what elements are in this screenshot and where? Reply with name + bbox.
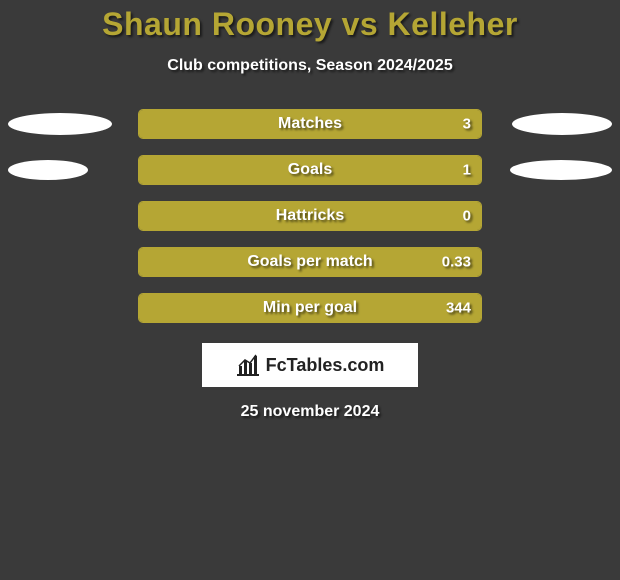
left-ellipse <box>8 160 88 180</box>
snapshot-date: 25 november 2024 <box>0 403 620 421</box>
stat-bar: Min per goal344 <box>138 293 482 323</box>
brand-badge[interactable]: FcTables.com <box>202 343 418 387</box>
stat-row: Matches3 <box>0 109 620 139</box>
brand-rest: Tables.com <box>287 355 385 375</box>
right-ellipse <box>512 113 612 135</box>
bar-chart-icon <box>236 354 260 376</box>
stat-row: Min per goal344 <box>0 293 620 323</box>
stat-bar-fill <box>139 294 481 322</box>
comparison-card: Shaun Rooney vs Kelleher Club competitio… <box>0 0 620 580</box>
stat-bar-fill <box>139 110 481 138</box>
stat-row: Goals per match0.33 <box>0 247 620 277</box>
stat-bar: Hattricks0 <box>138 201 482 231</box>
stat-bar: Matches3 <box>138 109 482 139</box>
brand-text: FcTables.com <box>266 355 385 376</box>
brand-prefix: Fc <box>266 355 287 375</box>
subtitle: Club competitions, Season 2024/2025 <box>0 57 620 75</box>
stat-bar: Goals1 <box>138 155 482 185</box>
stats-list: Matches3 Goals1 Hattricks0 Goals per match0… <box>0 109 620 323</box>
page-title: Shaun Rooney vs Kelleher <box>0 6 620 43</box>
stat-bar: Goals per match0.33 <box>138 247 482 277</box>
stat-bar-fill <box>139 156 481 184</box>
left-ellipse <box>8 113 112 135</box>
right-ellipse <box>510 160 612 180</box>
stat-row: Goals1 <box>0 155 620 185</box>
stat-bar-fill <box>139 202 481 230</box>
stat-row: Hattricks0 <box>0 201 620 231</box>
stat-bar-fill <box>139 248 481 276</box>
